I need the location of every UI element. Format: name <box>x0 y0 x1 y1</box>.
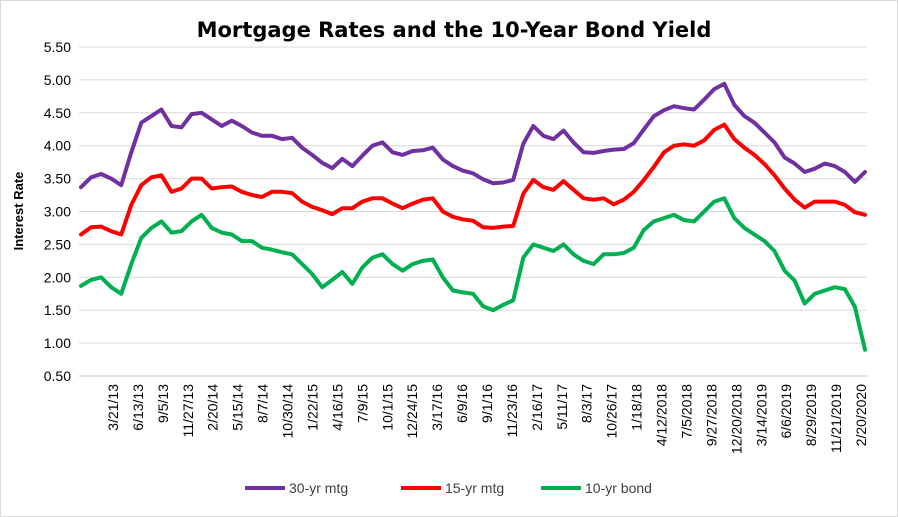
series-line-2 <box>79 122 867 237</box>
x-tick-label: 7/9/15 <box>354 384 370 423</box>
x-tick-label: 6/6/2019 <box>778 384 794 439</box>
x-tick-label: 8/3/17 <box>579 384 595 423</box>
legend-label: 15-yr mtg <box>445 480 504 496</box>
x-tick-label: 11/21/2019 <box>828 384 844 453</box>
x-tick-label: 8/29/2019 <box>803 384 819 446</box>
y-axis-label: Interest Rate <box>11 172 26 251</box>
x-tick-label: 10/1/15 <box>379 384 395 431</box>
legend-label: 10-yr bond <box>585 480 652 496</box>
axes: 5.50 5.00 4.50 4.00 3.50 3.00 2.50 2.00 1.50 1.00… <box>44 39 869 454</box>
x-tick-label: 1/22/15 <box>304 384 320 431</box>
x-tick-label: 3/14/2019 <box>753 384 769 446</box>
x-tick-label: 9/1/16 <box>479 384 495 423</box>
x-tick-label: 9/5/13 <box>155 384 171 423</box>
x-tick-label: 2/16/17 <box>529 384 545 431</box>
chart-title: Mortgage Rates and the 10-Year Bond Yiel… <box>197 18 712 42</box>
x-tick-label: 1/18/18 <box>629 384 645 431</box>
series-line-3 <box>79 196 867 352</box>
series-line-1 <box>79 81 867 190</box>
x-tick-label: 12/24/15 <box>404 384 420 439</box>
x-tick-label: 5/11/17 <box>554 384 570 430</box>
x-tick-label: 2/20/2020 <box>853 384 869 446</box>
x-tick-label: 3/17/16 <box>429 384 445 431</box>
x-tick-label: 9/27/2018 <box>703 384 719 446</box>
x-tick-label: 6/9/16 <box>454 384 470 423</box>
legend: 30-yr mtg 15-yr mtg 10-yr bond <box>245 480 652 496</box>
x-tick-label: 3/21/13 <box>105 384 121 431</box>
y-tick-label: 5.00 <box>44 72 71 88</box>
y-tick-label: 1.50 <box>44 302 71 318</box>
x-tick-label: 11/23/16 <box>504 384 520 438</box>
y-tick-label: 0.50 <box>44 368 71 384</box>
x-tick-label: 10/30/14 <box>280 384 296 439</box>
y-tick-label: 2.00 <box>44 269 71 285</box>
y-tick-label: 2.50 <box>44 236 71 252</box>
legend-label: 30-yr mtg <box>289 480 348 496</box>
series-lines <box>79 81 867 352</box>
x-tick-label: 2/20/14 <box>205 384 221 431</box>
gridlines <box>79 46 867 344</box>
x-tick-label: 10/26/17 <box>604 384 620 439</box>
x-tick-label: 6/13/13 <box>130 384 146 431</box>
x-tick-label: 4/16/15 <box>329 384 345 431</box>
x-tick-label: 11/27/13 <box>180 384 196 438</box>
y-tick-label: 4.50 <box>44 105 71 121</box>
y-tick-label: 3.50 <box>44 171 71 187</box>
x-tick-label: 5/15/14 <box>230 384 246 431</box>
x-tick-label: 7/5/2018 <box>678 384 694 439</box>
x-tick-label: 4/12/2018 <box>654 384 670 446</box>
y-tick-label: 5.50 <box>44 39 71 55</box>
x-tick-label: 12/20/2018 <box>728 384 744 454</box>
y-tick-label: 1.00 <box>44 335 71 351</box>
x-tick-label: 8/7/14 <box>255 384 271 423</box>
y-tick-label: 3.00 <box>44 204 71 220</box>
y-tick-label: 4.00 <box>44 138 71 154</box>
